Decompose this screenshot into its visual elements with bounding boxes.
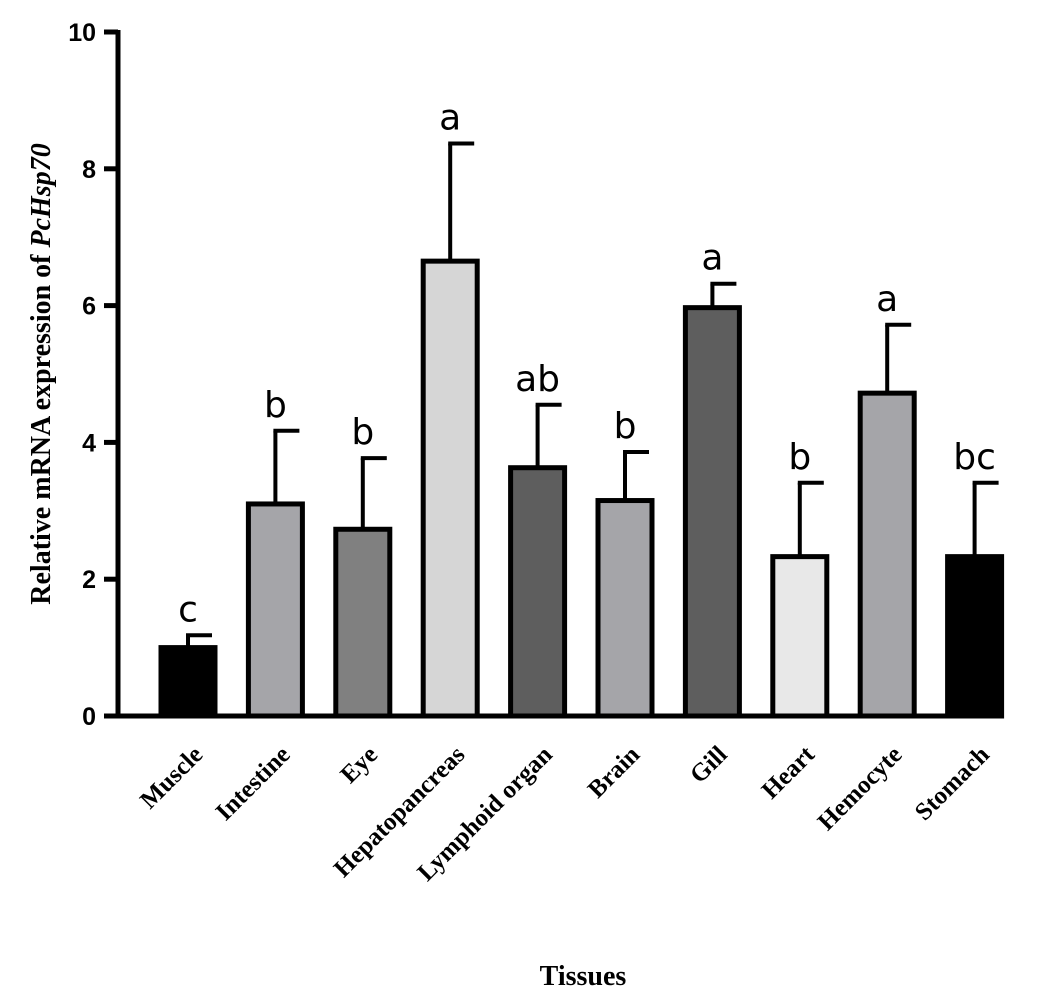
significance-label: b xyxy=(351,412,374,453)
x-tick-label: Intestine xyxy=(211,741,296,826)
x-tick-label: Hemocyte xyxy=(813,741,908,836)
bar-lymphoid-organ xyxy=(508,465,568,719)
y-axis-title: Relative mRNA expression of PcHsp70 xyxy=(26,143,57,604)
y-tick-label: 0 xyxy=(82,703,96,731)
x-axis-title: Tissues xyxy=(540,961,627,992)
significance-label: ab xyxy=(515,359,560,400)
x-tick-label: Eye xyxy=(335,741,383,789)
bar-hepatopancreas xyxy=(420,258,480,719)
significance-label: bc xyxy=(953,437,996,478)
bar-heart xyxy=(770,554,830,719)
significance-label: a xyxy=(439,97,461,138)
x-tick-label: Brain xyxy=(583,741,645,803)
bar-brain xyxy=(595,498,655,719)
y-axis-title-prefix: Relative mRNA expression of xyxy=(26,248,57,605)
bar-muscle xyxy=(158,645,218,719)
y-tick-label: 4 xyxy=(82,429,96,457)
y-tick-label: 10 xyxy=(68,19,96,47)
x-tick-label: Stomach xyxy=(910,741,995,826)
y-tick-label: 6 xyxy=(82,293,96,321)
bar-hemocyte xyxy=(857,390,917,719)
significance-label: b xyxy=(614,406,637,447)
significance-label: c xyxy=(178,589,198,630)
x-tick-label: Heart xyxy=(757,741,821,805)
significance-label: b xyxy=(788,437,811,478)
bar-gill xyxy=(682,305,742,719)
y-tick-label: 2 xyxy=(82,566,96,594)
significance-label: a xyxy=(876,279,898,320)
y-axis-ticks: 0 2 4 6 8 10 xyxy=(68,19,118,731)
bar-intestine xyxy=(245,501,305,719)
significance-label: b xyxy=(264,385,287,426)
bar-eye xyxy=(333,526,393,719)
bar-stomach xyxy=(945,554,1005,719)
y-tick-label: 8 xyxy=(82,156,96,184)
x-axis-labels: Muscle Intestine EyeHepatopancreasLymphoid… xyxy=(135,741,995,887)
x-tick-label: Gill xyxy=(685,741,733,789)
y-axis-title-gene: PcHsp70 xyxy=(26,143,57,248)
significance-label: a xyxy=(701,238,723,279)
x-tick-label: Muscle xyxy=(135,741,208,814)
